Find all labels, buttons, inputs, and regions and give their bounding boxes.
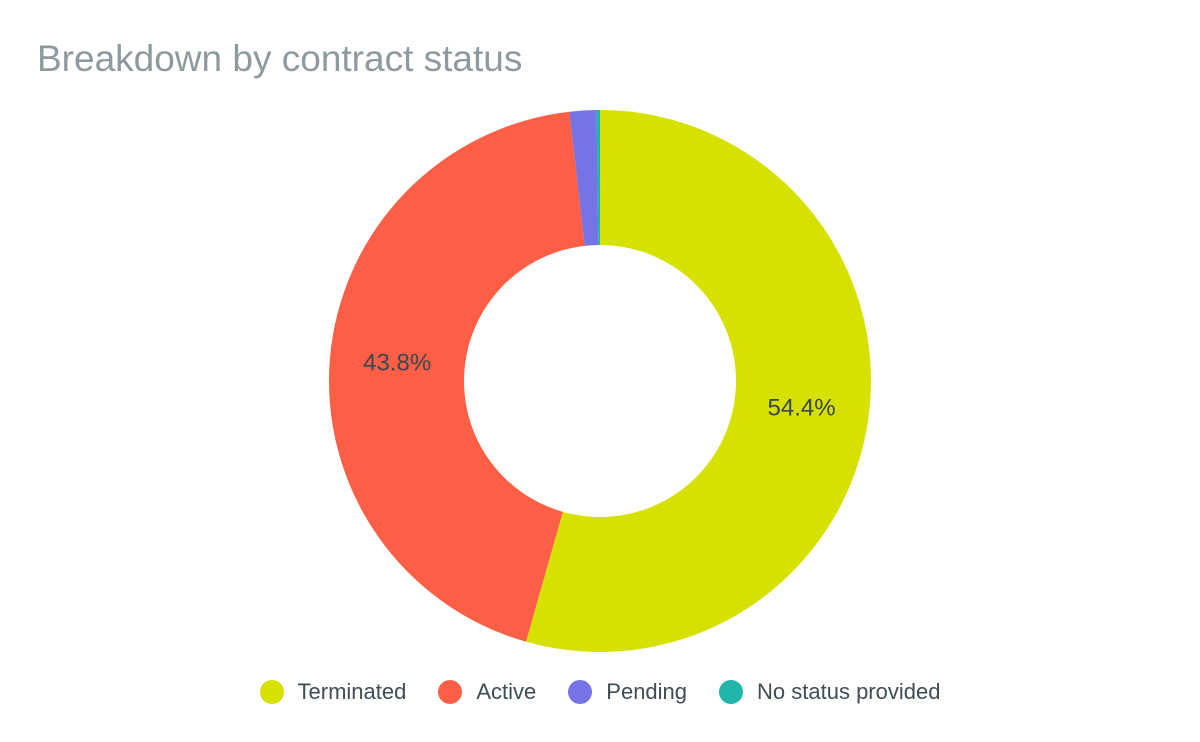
slice-labels: 54.4% 43.8% [363,350,835,422]
legend-item-active[interactable]: Active [438,679,536,705]
chart-legend: Terminated Active Pending No status provide… [0,670,1200,714]
slice-active[interactable] [328,111,585,642]
chart-title: Breakdown by contract status [37,38,523,79]
data-label-terminated: 54.4% [768,394,836,421]
data-label-active: 43.8% [363,350,431,377]
slice-no-status-provided[interactable] [596,110,600,246]
legend-item-terminated[interactable]: Terminated [259,679,407,705]
slice-pending[interactable] [569,110,599,246]
legend-item-pending[interactable]: Pending [568,679,687,705]
legend-label: Pending [606,679,688,704]
legend-swatch [438,680,463,704]
legend-label: Terminated [297,679,407,704]
slice-terminated[interactable] [526,110,872,652]
legend-swatch [719,680,744,704]
legend-label: Active [476,679,537,704]
legend-swatch [259,680,284,704]
legend-label: No status provided [757,679,941,704]
legend-item-no-status-provided[interactable]: No status provided [719,679,940,705]
donut-slices [328,110,872,652]
legend-swatch [568,680,593,704]
